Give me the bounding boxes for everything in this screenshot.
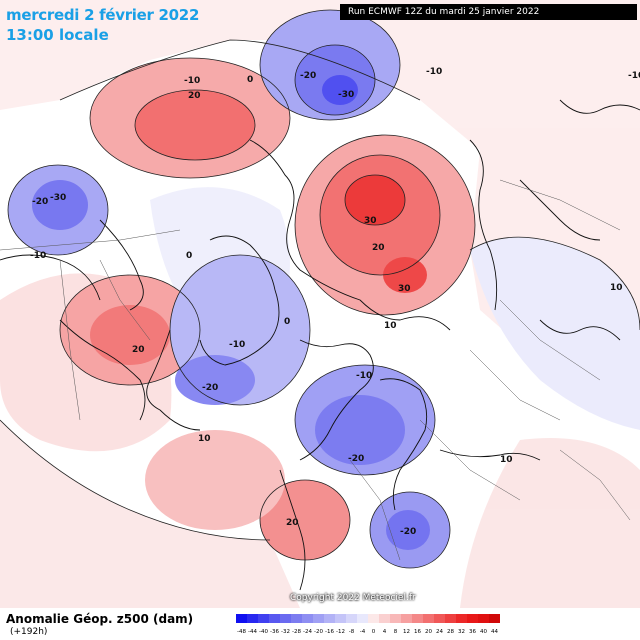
scale-label: -4 [360,629,366,635]
scale-swatch [247,614,258,623]
scale-swatch [456,614,467,623]
scale-swatch [467,614,478,623]
scale-label: 32 [458,629,465,635]
scale-swatch [280,614,291,623]
contour-label: 10 [610,283,623,293]
scale-swatch [368,614,379,623]
contour-label: -10 [229,340,245,350]
scale-label: 8 [394,629,398,635]
forecast-time: 13:00 locale [6,26,109,44]
contour-label: 10 [500,455,513,465]
scale-label: 12 [403,629,410,635]
scale-swatch [478,614,489,623]
scale-swatch [390,614,401,623]
contour-lines [0,9,640,569]
scale-swatch [269,614,280,623]
scale-swatch [412,614,423,623]
scale-label: -48 [237,629,246,635]
scale-swatch [423,614,434,623]
scale-label: 40 [480,629,487,635]
scale-swatch [335,614,346,623]
scale-swatch [434,614,445,623]
scale-label: -36 [270,629,279,635]
scale-swatch [357,614,368,623]
scale-swatch [346,614,357,623]
scale-label: -32 [281,629,290,635]
scale-swatch [236,614,247,623]
scale-label: 44 [491,629,498,635]
scale-label: -20 [314,629,323,635]
scale-label: -8 [349,629,355,635]
contour-label: 0 [247,75,253,85]
scale-swatch [324,614,335,623]
scale-label: 24 [436,629,443,635]
contour-label: -30 [338,90,354,100]
contour-label: -10 [426,67,442,77]
coastlines [0,99,640,591]
scale-swatch [489,614,500,623]
contour-label: -10 [628,71,640,81]
contour-label: -20 [400,527,416,537]
scale-swatch [401,614,412,623]
scale-swatch [258,614,269,623]
scale-label: 36 [469,629,476,635]
copyright: Copyright 2022 Meteociel.fr [290,593,416,603]
contour-label: 30 [364,216,377,226]
strong-anomaly-fields [8,10,475,568]
scale-label: 4 [383,629,387,635]
contour-label: -20 [348,454,364,464]
scale-swatch [302,614,313,623]
scale-label: -16 [325,629,334,635]
scale-label: -24 [303,629,312,635]
contour-label: -10 [356,371,372,381]
contour-label: -20 [202,383,218,393]
contour-label: -20 [32,197,48,207]
scale-label: 16 [414,629,421,635]
scale-swatch [313,614,324,623]
contour-label: 20 [188,91,201,101]
contour-label-group: -10 0 -20 -30 -10 20 -20 -30 -10 30 20 3… [30,67,640,537]
scale-label: 28 [447,629,454,635]
contour-label: 0 [186,251,192,261]
scale-swatch [291,614,302,623]
run-info: Run ECMWF 12Z du mardi 25 janvier 2022 [340,4,637,20]
forecast-step: (+192h) [10,627,48,637]
scale-swatch [445,614,456,623]
scale-label: -44 [248,629,257,635]
forecast-date: mercredi 2 février 2022 [6,6,200,24]
contour-label: 20 [372,243,385,253]
scale-label: -12 [336,629,345,635]
scale-label: 0 [372,629,376,635]
contour-label: -30 [50,193,66,203]
footer: Anomalie Géop. z500 (dam) (+192h) [0,608,640,640]
legend-title: Anomalie Géop. z500 (dam) [6,612,194,626]
anomaly-map: -10 0 -20 -30 -10 20 -20 -30 -10 30 20 3… [0,0,640,608]
contour-label: 10 [384,321,397,331]
scale-swatch [379,614,390,623]
scale-label: -40 [259,629,268,635]
contour-label: 0 [284,317,290,327]
contour-label: -20 [300,71,316,81]
scale-label: -28 [292,629,301,635]
scale-label: 20 [425,629,432,635]
color-scale: -48 -44 -40 -36 -32 -28 -24 -20 -16 -12 -8 -4 0 4 8 12 1… [236,614,500,635]
contour-label: 10 [198,434,211,444]
contour-label: -10 [30,251,46,261]
contour-label: 30 [398,284,411,294]
contour-label: -10 [184,76,200,86]
borders [0,179,631,561]
contour-label: 20 [132,345,145,355]
contour-label: 20 [286,518,299,528]
